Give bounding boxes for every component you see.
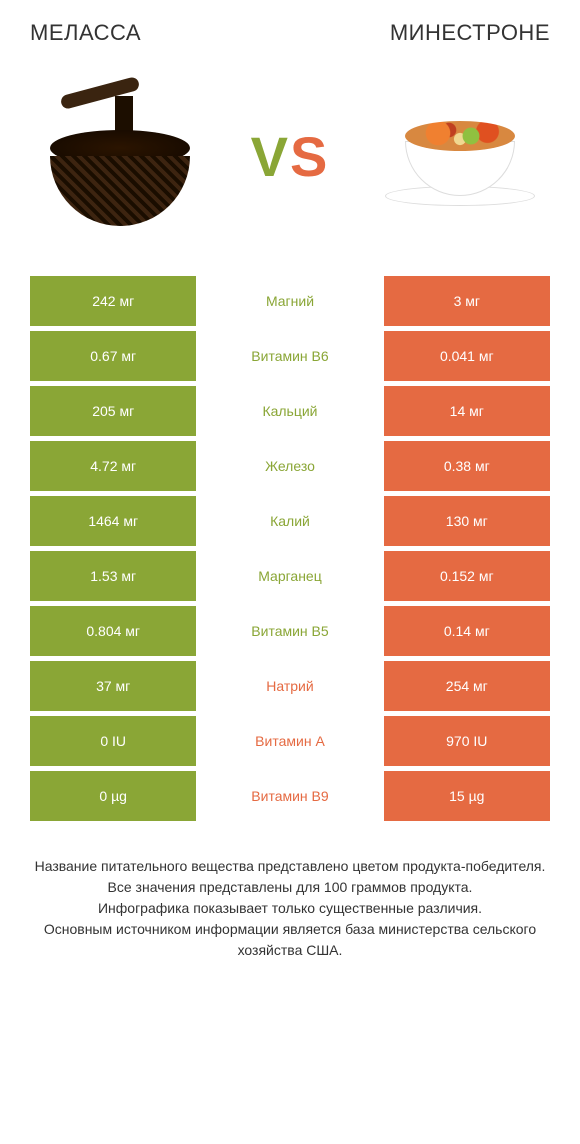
value-left: 1.53 мг [30,551,196,601]
value-right: 970 IU [384,716,550,766]
value-left: 4.72 мг [30,441,196,491]
nutrient-label: Калий [196,496,383,546]
table-row: 0.67 мгВитамин B60.041 мг [30,331,550,381]
nutrient-label: Витамин A [196,716,383,766]
molasses-image [30,66,210,246]
table-row: 1464 мгКалий130 мг [30,496,550,546]
footer-line: Основным источником информации является … [30,919,550,961]
table-row: 0.804 мгВитамин B50.14 мг [30,606,550,656]
value-right: 130 мг [384,496,550,546]
header: МЕЛАССА МИНЕСТРОНЕ [30,20,550,46]
value-left: 0 µg [30,771,196,821]
value-right: 0.152 мг [384,551,550,601]
value-right: 0.38 мг [384,441,550,491]
value-left: 242 мг [30,276,196,326]
vs-label: VS [251,124,330,189]
footer-line: Инфографика показывает только существенн… [30,898,550,919]
value-right: 3 мг [384,276,550,326]
comparison-table: 242 мгМагний3 мг0.67 мгВитамин B60.041 м… [30,276,550,821]
table-row: 37 мгНатрий254 мг [30,661,550,711]
vs-s: S [290,125,329,188]
nutrient-label: Марганец [196,551,383,601]
table-row: 242 мгМагний3 мг [30,276,550,326]
value-right: 15 µg [384,771,550,821]
nutrient-label: Магний [196,276,383,326]
value-right: 14 мг [384,386,550,436]
value-left: 0.67 мг [30,331,196,381]
nutrient-label: Витамин B6 [196,331,383,381]
images-row: VS [30,56,550,256]
minestrone-image [370,66,550,246]
value-left: 37 мг [30,661,196,711]
footer-notes: Название питательного вещества представл… [30,856,550,961]
table-row: 4.72 мгЖелезо0.38 мг [30,441,550,491]
value-left: 205 мг [30,386,196,436]
vs-v: V [251,125,290,188]
nutrient-label: Железо [196,441,383,491]
title-right: МИНЕСТРОНЕ [390,20,550,46]
value-left: 1464 мг [30,496,196,546]
nutrient-label: Натрий [196,661,383,711]
footer-line: Название питательного вещества представл… [30,856,550,877]
table-row: 0 IUВитамин A970 IU [30,716,550,766]
nutrient-label: Витамин B9 [196,771,383,821]
infographic-container: МЕЛАССА МИНЕСТРОНЕ VS 242 мгМагний3 мг0.… [0,0,580,991]
table-row: 0 µgВитамин B915 µg [30,771,550,821]
value-right: 0.041 мг [384,331,550,381]
nutrient-label: Кальций [196,386,383,436]
value-right: 254 мг [384,661,550,711]
value-right: 0.14 мг [384,606,550,656]
title-left: МЕЛАССА [30,20,141,46]
value-left: 0.804 мг [30,606,196,656]
footer-line: Все значения представлены для 100 граммо… [30,877,550,898]
table-row: 205 мгКальций14 мг [30,386,550,436]
nutrient-label: Витамин B5 [196,606,383,656]
value-left: 0 IU [30,716,196,766]
table-row: 1.53 мгМарганец0.152 мг [30,551,550,601]
